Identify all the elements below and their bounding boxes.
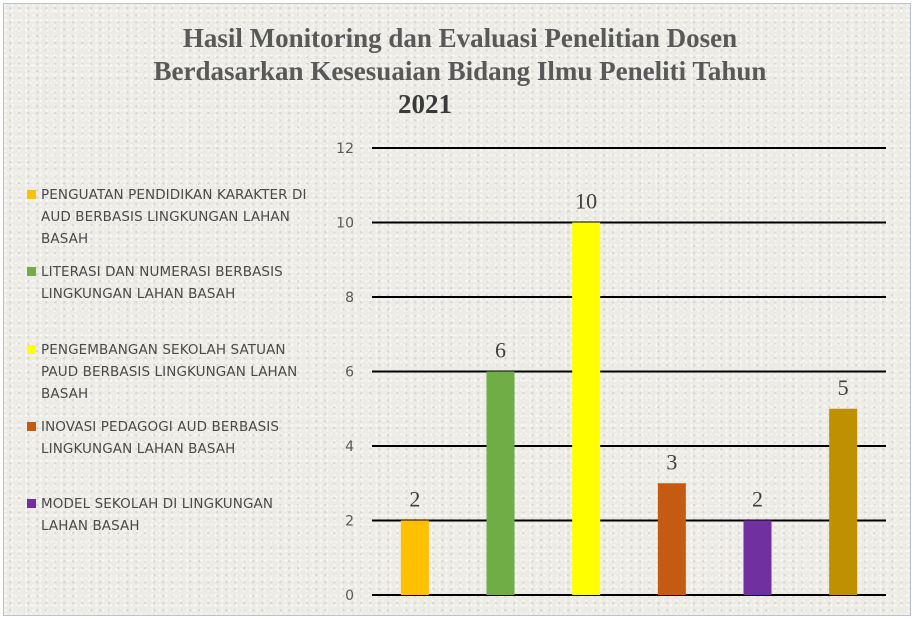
y-tick-label-6: 6 (345, 365, 354, 381)
data-label-4: 3 (666, 449, 677, 474)
legend-label-5: MODEL SEKOLAH DI LINGKUNGAN LAHAN BASAH (41, 496, 274, 534)
legend-item-2: LITERASI DAN NUMERASI BERBASIS LINGKUNGA… (25, 261, 320, 305)
legend-item-4: INOVASI PEDAGOGI AUD BERBASIS LINGKUNGAN… (25, 416, 320, 460)
y-tick-label-0: 0 (345, 588, 354, 604)
legend-label-2: LITERASI DAN NUMERASI BERBASIS LINGKUNGA… (41, 264, 283, 302)
legend-label-1: PENGUATAN PENDIDIKAN KARAKTER DI AUD BER… (41, 187, 307, 247)
legend-label-4: INOVASI PEDAGOGI AUD BERBASIS LINGKUNGAN… (41, 419, 280, 457)
bar-6 (829, 408, 858, 595)
bar-5 (743, 520, 772, 595)
y-tick-label-10: 10 (336, 216, 354, 232)
data-label-3: 10 (575, 189, 597, 214)
bar-3 (572, 222, 601, 595)
chart-title-line-1: Hasil Monitoring dan Evaluasi Penelitian… (182, 23, 738, 53)
y-tick-label-8: 8 (345, 290, 354, 306)
chart-title-line-3: 2021 (398, 89, 452, 119)
chart-title-line-2: Berdasarkan Kesesuaian Bidang Ilmu Penel… (153, 56, 767, 86)
data-label-2: 6 (495, 338, 506, 363)
legend-swatch-3 (27, 345, 36, 354)
chart-title: Hasil Monitoring dan Evaluasi Penelitian… (80, 22, 840, 121)
legend-item-1: PENGUATAN PENDIDIKAN KARAKTER DI AUD BER… (25, 184, 320, 250)
legend-swatch-1 (27, 190, 36, 199)
legend-swatch-5 (27, 499, 36, 508)
chart-area (3, 3, 911, 616)
legend-swatch-2 (27, 267, 36, 276)
legend-label-3: PENGEMBANGAN SEKOLAH SATUAN PAUD BERBASI… (41, 342, 298, 402)
y-tick-label-2: 2 (345, 514, 354, 530)
legend-item-5: MODEL SEKOLAH DI LINGKUNGAN LAHAN BASAH (25, 493, 320, 537)
y-tick-label-4: 4 (345, 439, 354, 455)
data-label-6: 5 (838, 375, 849, 400)
legend-swatch-4 (27, 422, 36, 431)
data-label-1: 2 (409, 487, 420, 512)
bar-4 (657, 483, 686, 595)
bar-2 (486, 371, 515, 595)
bar-1 (400, 520, 429, 595)
data-label-5: 2 (752, 487, 763, 512)
y-tick-label-12: 12 (336, 141, 354, 157)
legend-item-3: PENGEMBANGAN SEKOLAH SATUAN PAUD BERBASI… (25, 339, 320, 405)
